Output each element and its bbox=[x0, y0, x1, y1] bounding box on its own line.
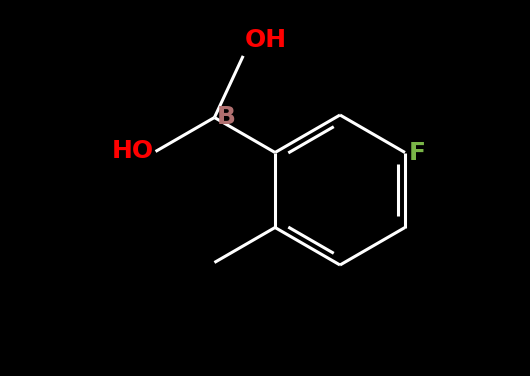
Text: OH: OH bbox=[245, 28, 287, 52]
Text: HO: HO bbox=[111, 139, 154, 164]
Text: B: B bbox=[216, 106, 235, 129]
Text: F: F bbox=[409, 141, 426, 165]
